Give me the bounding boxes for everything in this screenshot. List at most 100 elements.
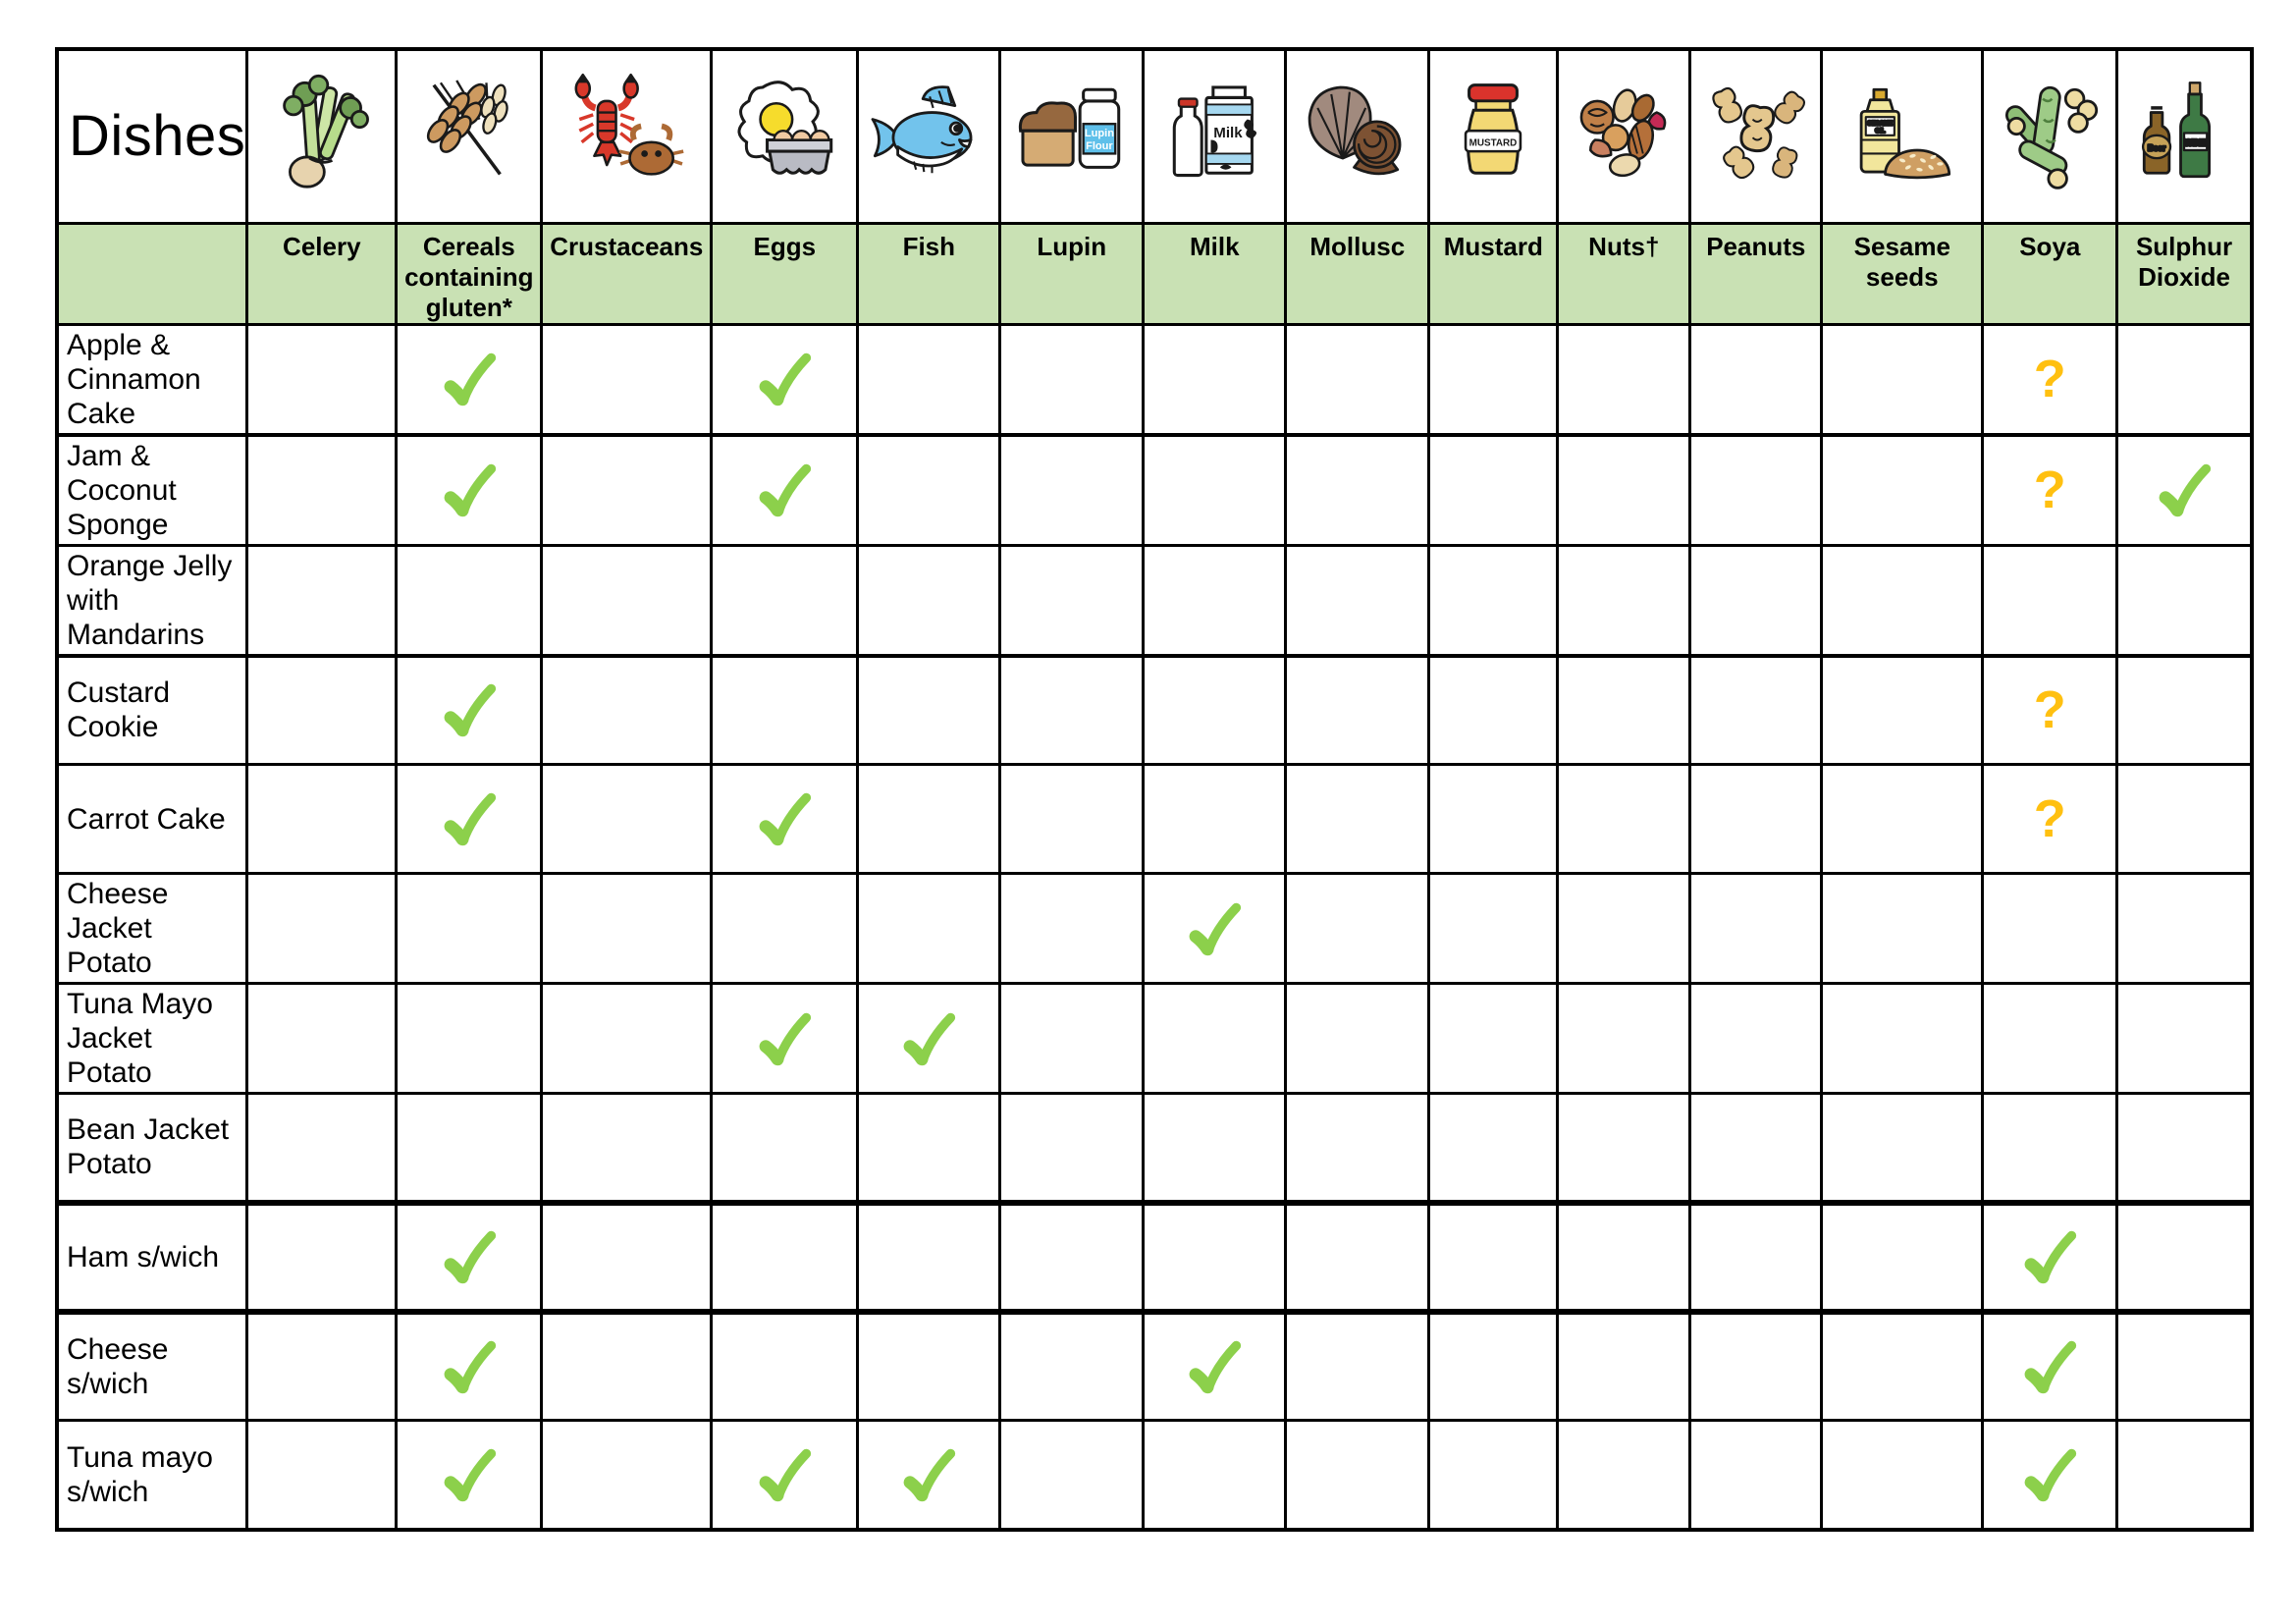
wheat-icon xyxy=(398,63,540,210)
table-row: Ham s/wich xyxy=(55,1201,2254,1315)
allergen-cell xyxy=(1284,1310,1431,1422)
question-mark: ? xyxy=(2033,460,2066,519)
allergen-cell xyxy=(1142,1419,1288,1531)
page-title: Dishes xyxy=(69,104,246,169)
allergen-cell xyxy=(1820,872,1985,985)
allergen-cell xyxy=(1556,1419,1692,1531)
allergen-cell xyxy=(856,982,1002,1095)
check-icon xyxy=(2024,1230,2077,1284)
allergen-cell xyxy=(1427,543,1560,658)
table-row: Orange Jelly with Mandarins xyxy=(55,543,2254,658)
column-header: Sesame seeds xyxy=(1820,221,1985,326)
allergen-cell xyxy=(245,1419,399,1531)
svg-text:MUSTARD: MUSTARD xyxy=(1469,137,1518,148)
svg-text:Beer: Beer xyxy=(2148,143,2166,152)
dish-name: Tuna mayo s/wich xyxy=(55,1419,249,1531)
allergen-cell xyxy=(1427,982,1560,1095)
check-icon xyxy=(759,1012,812,1065)
allergen-cell xyxy=(1427,872,1560,985)
allergen-cell xyxy=(710,433,860,547)
allergen-cell xyxy=(1142,763,1288,875)
column-header: Mustard xyxy=(1427,221,1560,326)
column-icon-cell xyxy=(395,47,544,225)
column-icon-cell: Lupin Flour xyxy=(998,47,1146,225)
allergen-cell xyxy=(540,1092,714,1206)
allergen-cell xyxy=(998,543,1146,658)
allergen-cell xyxy=(710,1310,860,1422)
table-row: Cheese Jacket Potato xyxy=(55,872,2254,985)
allergen-cell xyxy=(1820,543,1985,658)
allergen-cell xyxy=(856,1201,1002,1315)
allergen-cell xyxy=(856,322,1002,437)
allergen-cell xyxy=(1556,1201,1692,1315)
allergen-cell xyxy=(1142,872,1288,985)
allergen-cell xyxy=(1556,763,1692,875)
allergen-cell xyxy=(540,1201,714,1315)
allergen-cell xyxy=(1142,322,1288,437)
allergen-cell xyxy=(395,654,544,766)
allergen-cell xyxy=(1284,982,1431,1095)
allergen-cell xyxy=(1284,872,1431,985)
allergen-cell xyxy=(1688,654,1824,766)
allergen-cell xyxy=(245,322,399,437)
table-row: Tuna Mayo Jacket Potato xyxy=(55,982,2254,1095)
check-icon xyxy=(1189,902,1242,955)
allergen-cell xyxy=(1556,322,1692,437)
check-icon xyxy=(444,792,496,846)
column-header: Soya xyxy=(1981,221,2119,326)
check-icon xyxy=(759,463,812,517)
check-icon xyxy=(759,792,812,846)
allergen-cell xyxy=(2115,654,2254,766)
allergen-cell xyxy=(1427,654,1560,766)
dish-name: Custard Cookie xyxy=(55,654,249,766)
allergen-cell xyxy=(1556,433,1692,547)
allergen-table: Dishes Lupin Flour Milk MUSTARD SESAME O… xyxy=(55,47,2254,1532)
allergen-cell xyxy=(245,763,399,875)
column-icon-cell xyxy=(1556,47,1692,225)
dish-name: Bean Jacket Potato xyxy=(55,1092,249,1206)
dish-name: Apple & Cinnamon Cake xyxy=(55,322,249,437)
allergen-cell xyxy=(395,982,544,1095)
celery-icon xyxy=(248,63,395,210)
column-header: Fish xyxy=(856,221,1002,326)
milk-icon: Milk xyxy=(1145,63,1284,210)
allergen-cell xyxy=(540,322,714,437)
column-header: Crustaceans xyxy=(540,221,714,326)
allergen-cell xyxy=(1556,872,1692,985)
allergen-cell xyxy=(245,543,399,658)
allergen-cell: ? xyxy=(1981,763,2119,875)
allergen-cell xyxy=(2115,322,2254,437)
allergen-cell xyxy=(1688,1092,1824,1206)
icon-header-row: Dishes Lupin Flour Milk MUSTARD SESAME O… xyxy=(55,47,2254,225)
allergen-cell xyxy=(1427,1092,1560,1206)
allergen-cell xyxy=(245,872,399,985)
allergen-cell xyxy=(1820,1310,1985,1422)
table-row: Jam & Coconut Sponge? xyxy=(55,433,2254,547)
column-icon-cell xyxy=(245,47,399,225)
check-icon xyxy=(903,1448,956,1501)
check-icon xyxy=(444,1448,496,1501)
allergen-cell xyxy=(710,872,860,985)
allergen-cell xyxy=(1820,1419,1985,1531)
allergen-cell: ? xyxy=(1981,322,2119,437)
svg-text:OIL: OIL xyxy=(1875,129,1885,135)
soya-icon xyxy=(1984,63,2115,210)
allergen-cell xyxy=(540,982,714,1095)
allergen-cell xyxy=(1284,654,1431,766)
check-icon xyxy=(444,683,496,737)
allergen-cell xyxy=(395,1201,544,1315)
corner-cell xyxy=(55,221,249,326)
table-row: Carrot Cake? xyxy=(55,763,2254,875)
allergen-cell xyxy=(856,872,1002,985)
column-icon-cell xyxy=(856,47,1002,225)
allergen-cell xyxy=(1820,654,1985,766)
allergen-cell: ? xyxy=(1981,433,2119,547)
allergen-cell xyxy=(998,1310,1146,1422)
allergen-cell xyxy=(395,1310,544,1422)
check-icon xyxy=(759,352,812,406)
column-header: Milk xyxy=(1142,221,1288,326)
allergen-cell xyxy=(998,1419,1146,1531)
sulphur-dioxide-icon: Beer WINE xyxy=(2118,63,2250,210)
allergen-cell xyxy=(1427,763,1560,875)
dish-name: Ham s/wich xyxy=(55,1201,249,1315)
